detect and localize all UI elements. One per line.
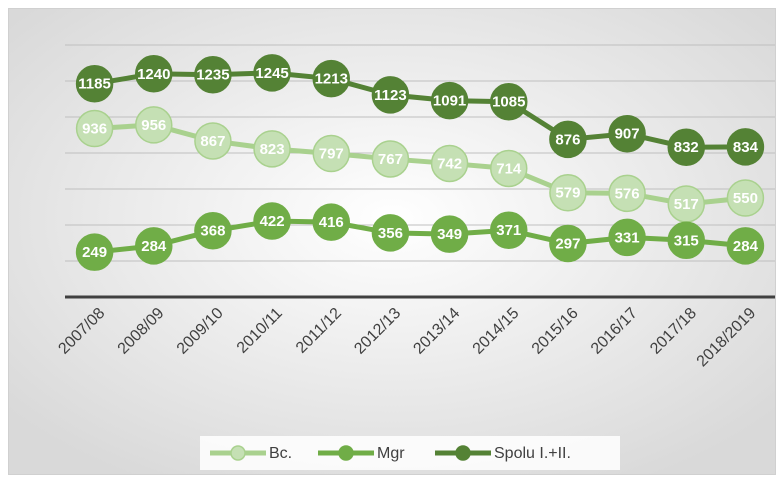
marker [667, 221, 705, 260]
data-label: 284 [141, 238, 167, 255]
data-label: 331 [615, 229, 640, 246]
marker [490, 82, 528, 121]
marker [608, 114, 646, 153]
marker [430, 144, 469, 183]
marker [726, 227, 765, 265]
legend-label: Bc. [269, 445, 292, 462]
marker [194, 55, 232, 94]
marker [726, 128, 765, 166]
marker [430, 81, 469, 120]
legend-label: Spolu I.+II. [494, 445, 571, 462]
marker [312, 59, 350, 98]
marker [371, 76, 410, 114]
data-label: 767 [378, 151, 403, 168]
data-label: 823 [260, 141, 285, 158]
marker [253, 202, 291, 240]
data-label: 550 [733, 190, 758, 207]
data-label: 742 [437, 155, 462, 172]
marker [726, 179, 765, 217]
data-label: 936 [82, 120, 107, 137]
marker [75, 64, 114, 103]
legend-marker [338, 445, 354, 461]
marker [371, 140, 410, 178]
data-label: 517 [674, 196, 699, 213]
data-label: 349 [437, 226, 462, 243]
data-label: 834 [733, 139, 759, 156]
marker [608, 218, 646, 257]
marker [194, 212, 232, 250]
marker [75, 109, 114, 148]
data-label: 907 [615, 126, 640, 143]
data-label: 1185 [78, 76, 111, 93]
data-label: 249 [82, 244, 107, 261]
legend-marker [455, 445, 471, 461]
marker [549, 174, 587, 212]
data-label: 356 [378, 225, 403, 242]
marker [135, 227, 173, 265]
data-label: 416 [319, 214, 344, 231]
marker [135, 55, 173, 93]
legend-marker [230, 445, 246, 461]
data-label: 576 [615, 185, 640, 202]
marker [135, 106, 173, 144]
data-label: 1235 [196, 67, 229, 84]
data-label: 1091 [433, 93, 466, 110]
data-label: 371 [496, 222, 521, 239]
data-label: 1240 [137, 66, 170, 83]
data-label: 284 [733, 238, 759, 255]
data-label: 1123 [374, 87, 407, 104]
marker [608, 174, 646, 213]
legend-label: Mgr [377, 445, 405, 462]
data-label: 368 [200, 223, 225, 240]
marker [253, 130, 291, 168]
marker [430, 215, 469, 253]
marker [194, 122, 232, 160]
legend-box [200, 436, 620, 470]
marker [312, 203, 350, 241]
data-label: 315 [674, 232, 699, 249]
data-label: 956 [141, 117, 166, 134]
data-label: 1085 [492, 94, 525, 111]
data-label: 579 [555, 185, 580, 202]
data-label: 876 [555, 131, 580, 148]
data-label: 1245 [255, 65, 288, 82]
marker [312, 134, 350, 173]
marker [549, 120, 587, 159]
marker [253, 54, 291, 92]
marker [549, 224, 587, 263]
data-label: 797 [319, 146, 344, 163]
data-label: 297 [555, 236, 580, 253]
data-label: 867 [200, 133, 225, 150]
marker [371, 214, 410, 252]
data-label: 1213 [315, 71, 348, 88]
data-label: 422 [260, 213, 285, 230]
marker [490, 211, 528, 249]
data-label: 832 [674, 139, 699, 156]
marker [490, 149, 528, 188]
data-label: 714 [496, 160, 522, 177]
marker [75, 233, 114, 271]
marker [667, 128, 705, 166]
